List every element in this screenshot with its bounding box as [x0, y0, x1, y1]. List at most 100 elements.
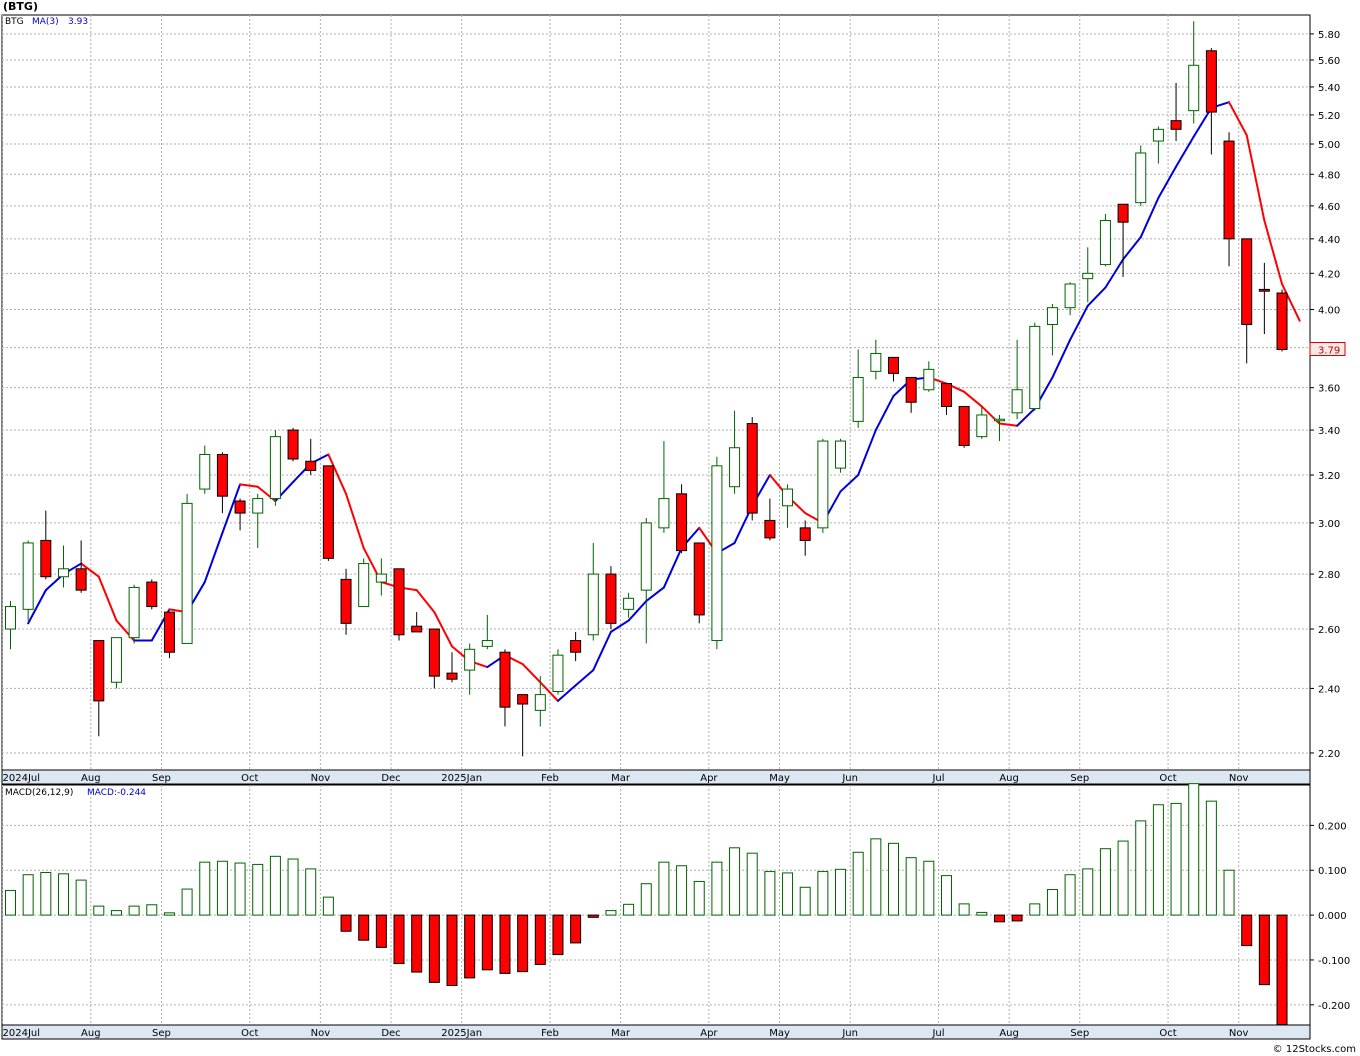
macd-bar-positive [852, 851, 864, 916]
candle [234, 498, 246, 531]
candle [269, 430, 281, 506]
ma3-segment [203, 531, 224, 584]
candle-body-up [552, 654, 564, 693]
candle [870, 339, 882, 380]
macd-y-tick-label: 0.000 [1318, 911, 1347, 922]
candle-body-down [905, 376, 917, 403]
macd-bar-negative [587, 914, 599, 918]
candle [199, 445, 211, 494]
macd-bar-positive [287, 858, 299, 916]
candle-body-up [852, 376, 864, 422]
candle-body-down [446, 672, 458, 680]
candle-body-up [923, 368, 935, 391]
ma3-segment [1122, 236, 1142, 261]
macd-bar-positive [764, 871, 776, 916]
macd-bar-positive [93, 905, 105, 916]
candle [5, 601, 16, 650]
candle [552, 649, 564, 695]
candle [888, 356, 899, 382]
legend-symbol: BTG [5, 17, 24, 27]
candle-body-up [993, 418, 1005, 422]
macd-bar-negative [358, 914, 370, 941]
candle [428, 628, 440, 689]
candle-body-up [817, 440, 829, 529]
ma3-segment [857, 429, 877, 477]
candle [446, 652, 458, 683]
macd-bar-negative [1241, 914, 1253, 947]
macd-bar-positive [40, 871, 52, 916]
macd-x-tick-label: Nov [1229, 1028, 1249, 1039]
macd-bar-positive [782, 872, 794, 916]
macd-x-axis-band [1, 1024, 1311, 1040]
candle [375, 558, 387, 596]
macd-x-tick-label: May [769, 1028, 790, 1039]
ma3-segment [1086, 286, 1107, 307]
macd-bar-positive [605, 910, 617, 916]
candle [358, 558, 370, 608]
macd-panel-frame [1, 784, 1311, 1026]
candle-body-down [605, 573, 617, 624]
macd-bar-negative [517, 914, 529, 973]
macd-bar-positive [22, 874, 34, 916]
macd-bar-negative [446, 914, 458, 987]
price-y-tick-label: 2.80 [1318, 570, 1340, 581]
ma3-segment [592, 630, 612, 672]
candle [322, 465, 334, 561]
macd-bar-positive [817, 871, 829, 916]
candle [835, 438, 847, 473]
price-x-tick-label: Aug [81, 773, 101, 784]
candle-body-up [358, 563, 370, 608]
candle [958, 405, 970, 448]
price-x-tick-label: Sep [1070, 773, 1089, 784]
macd-bar-positive [199, 861, 211, 916]
candle [75, 540, 87, 593]
candle-body-up [1152, 128, 1164, 142]
candle [411, 612, 423, 633]
candle-body-down [1117, 203, 1129, 223]
macd-bar-negative [993, 914, 1005, 923]
candle [1011, 339, 1023, 420]
candle-body-down [888, 356, 899, 374]
macd-bar-positive [1205, 800, 1217, 916]
ma3-segment [574, 669, 595, 687]
price-x-tick-label: May [769, 773, 790, 784]
macd-bar-positive [1099, 848, 1111, 916]
candle [658, 441, 670, 533]
candle-body-down [746, 423, 758, 514]
price-x-tick-label: 2025Jan [441, 773, 482, 784]
ma3-segment [963, 390, 983, 408]
candle-body-up [57, 568, 69, 578]
macd-bar-positive [835, 868, 847, 916]
price-x-tick-label: Mar [611, 773, 631, 784]
macd-x-axis-labels: 2024Jul Aug Sep Oct Nov Dec 2025Jan Feb Mar Apr Ma… [3, 1028, 1249, 1039]
ma3-segment [1192, 106, 1213, 138]
candle-body-up [534, 694, 546, 711]
candle [517, 694, 529, 757]
macd-bar-positive [128, 905, 140, 916]
macd-bar-negative [1258, 914, 1270, 986]
macd-bar-positive [1046, 889, 1058, 916]
candle [1241, 238, 1253, 364]
ma3-segment [609, 619, 630, 633]
candle [623, 592, 635, 618]
ma3-segment [874, 394, 895, 432]
macd-bar-negative [1011, 914, 1023, 922]
candle-body-down [1205, 50, 1217, 113]
ma3-segment [221, 483, 242, 534]
ma3-segment [1281, 283, 1301, 322]
macd-bar-positive [269, 855, 281, 916]
ma3-segment [1139, 196, 1160, 239]
candle [464, 643, 476, 695]
price-gridlines [2, 15, 1310, 770]
candle-body-down [1223, 140, 1235, 240]
candle-body-down [393, 568, 405, 636]
candle [534, 676, 546, 727]
macd-bar-positive [799, 886, 811, 916]
candle-body-down [163, 611, 175, 653]
macd-bar-positive [5, 889, 16, 916]
macd-bar-positive [322, 896, 334, 916]
candle-body-down [799, 527, 811, 541]
price-y-tick-label: 3.20 [1318, 471, 1340, 482]
candle [605, 566, 617, 630]
ma3-segment [345, 492, 365, 550]
